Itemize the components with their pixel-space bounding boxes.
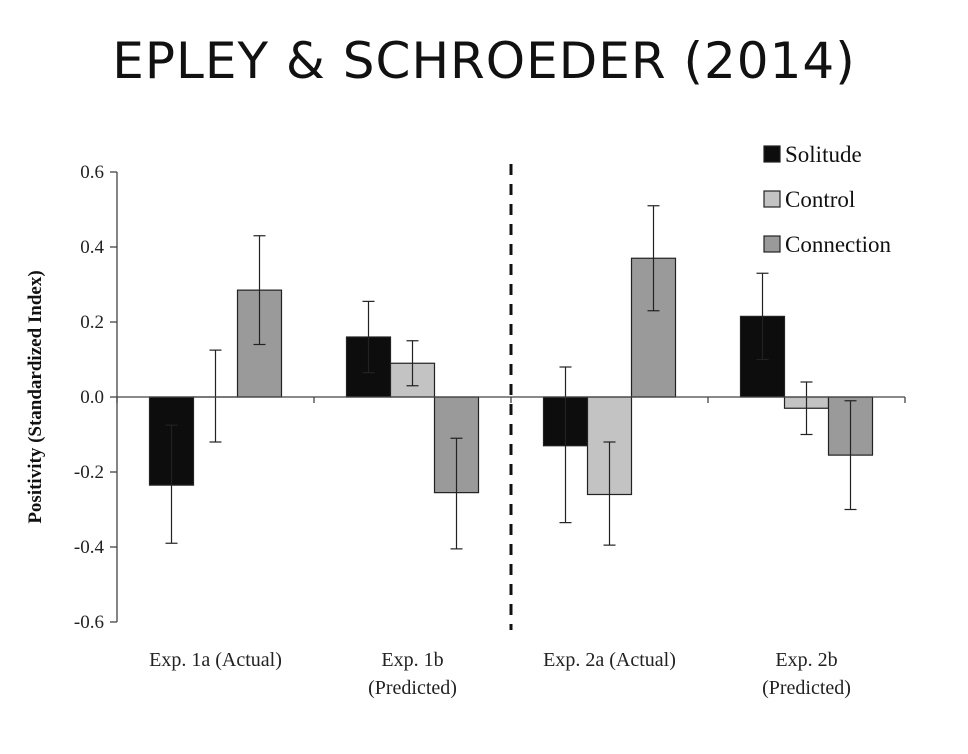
y-tick-label: 0.4 (80, 237, 104, 258)
y-tick-label: -0.2 (74, 462, 104, 483)
legend-label: Connection (785, 232, 892, 257)
y-tick-label: -0.6 (74, 612, 104, 633)
category-labels: Exp. 1a (Actual) Exp. 1b (Predicted) Exp. 2… (149, 649, 851, 699)
y-tick-label: 0.0 (80, 387, 104, 408)
y-axis-label: Positivity (Standardized Index) (25, 270, 46, 523)
category-label: Exp. 1b (381, 649, 443, 671)
legend: Solitude Control Connection (763, 142, 892, 257)
legend-swatch-control (763, 190, 781, 208)
zero-baseline (116, 396, 906, 403)
category-label: (Predicted) (762, 677, 851, 699)
legend-swatch-connection (763, 235, 781, 253)
category-label: Exp. 2a (Actual) (543, 649, 676, 671)
y-tick-label: 0.6 (80, 162, 104, 183)
legend-label: Solitude (785, 142, 862, 167)
category-label: (Predicted) (368, 677, 457, 699)
y-axis: 0.6 0.4 0.2 0.0 -0.2 -0.4 -0.6 (74, 162, 118, 633)
category-label: Exp. 2b (775, 649, 837, 671)
legend-swatch-solitude (763, 145, 781, 163)
legend-label: Control (785, 187, 855, 212)
slide-title: EPLEY & SCHROEDER (2014) (112, 32, 856, 90)
y-tick-label: 0.2 (80, 312, 104, 333)
category-label: Exp. 1a (Actual) (149, 649, 282, 671)
error-bars (165, 205, 857, 550)
y-tick-label: -0.4 (74, 537, 105, 558)
